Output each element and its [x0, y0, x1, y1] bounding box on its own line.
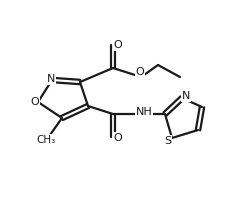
- Text: O: O: [30, 97, 39, 107]
- Text: CH₃: CH₃: [36, 135, 55, 145]
- Text: N: N: [47, 74, 55, 84]
- Text: NH: NH: [135, 107, 152, 117]
- Text: N: N: [181, 91, 189, 101]
- Text: S: S: [164, 136, 171, 146]
- Text: O: O: [135, 67, 144, 77]
- Text: O: O: [113, 133, 122, 143]
- Text: O: O: [113, 40, 122, 50]
